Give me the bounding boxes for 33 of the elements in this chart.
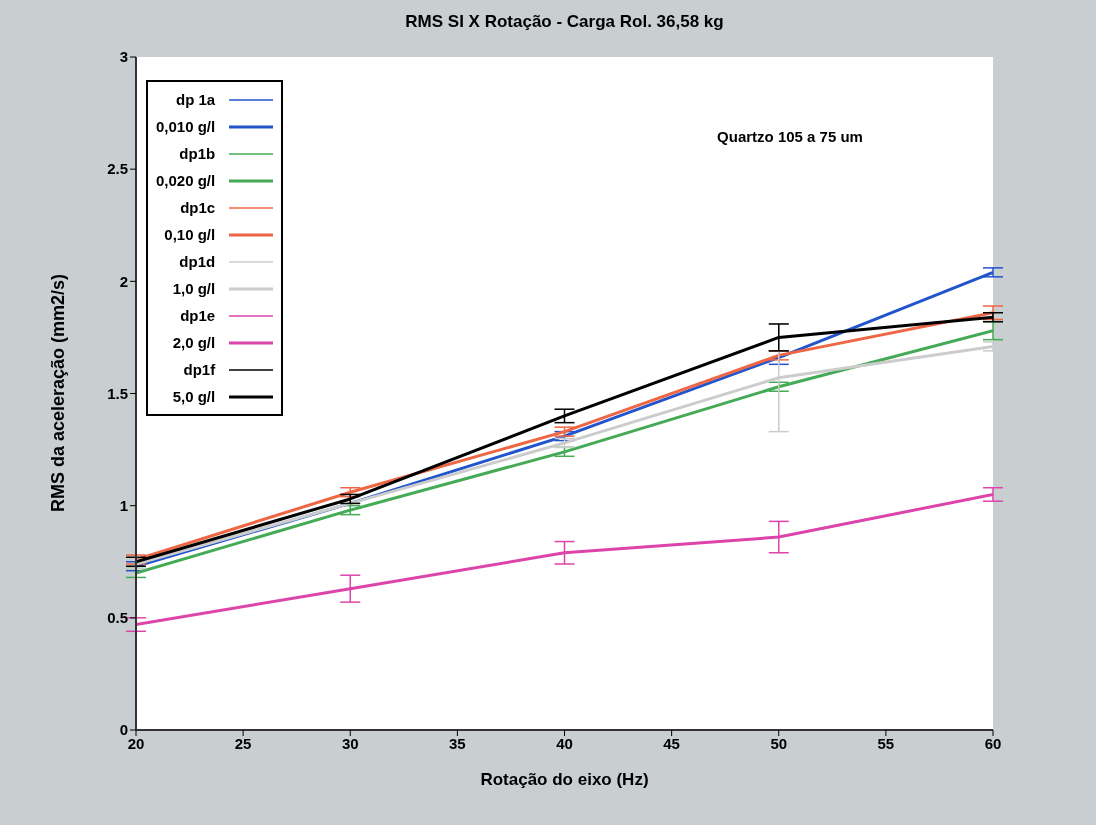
annotation: dp1f (183, 361, 216, 378)
legend-label: 0,10 g/l (164, 226, 216, 243)
annotation: dp1d (179, 253, 216, 270)
line-series (136, 492, 993, 627)
legend-label: 1,0 g/l (172, 280, 216, 297)
x-tick-label: 60 (984, 734, 1002, 752)
x-tick-label: 50 (770, 734, 788, 752)
y-tick-label: 2.5 (107, 160, 128, 178)
y-tick-label: 2 (119, 272, 128, 290)
y-tick-label: 3 (119, 48, 128, 66)
legend-label: 0,020 g/l (156, 172, 216, 189)
legend-label: 0,010 g/l (156, 118, 216, 135)
y-tick-label: 1 (119, 496, 128, 514)
x-tick-label: 45 (663, 734, 680, 752)
x-axis-title: Rotação do eixo (Hz) (479, 770, 650, 790)
y-tick-label: 0.5 (107, 609, 128, 627)
annotation: dp1c (180, 199, 216, 216)
annotation: dp1b (179, 145, 216, 162)
x-tick-label: 35 (449, 734, 466, 752)
y-tick-label: 1.5 (107, 384, 128, 402)
legend-label: 5,0 g/l (172, 388, 216, 405)
legend-label: 2,0 g/l (172, 334, 216, 351)
x-tick-label: 55 (877, 734, 895, 752)
x-tick-label: 25 (234, 734, 252, 752)
x-tick-label: 30 (341, 734, 359, 752)
x-tick-label: 40 (556, 734, 573, 752)
annotation: dp 1a (176, 91, 216, 108)
y-tick-label: 0 (119, 721, 128, 739)
x-tick-label: 20 (127, 734, 145, 752)
y-axis-title: RMS da aceleração (mm2/s) (48, 272, 69, 515)
annotation: Quartzo 105 a 75 um (716, 128, 864, 145)
annotation: dp1e (180, 307, 216, 324)
chart-title: RMS SI X Rotação - Carga Rol. 36,58 kg (404, 12, 725, 32)
